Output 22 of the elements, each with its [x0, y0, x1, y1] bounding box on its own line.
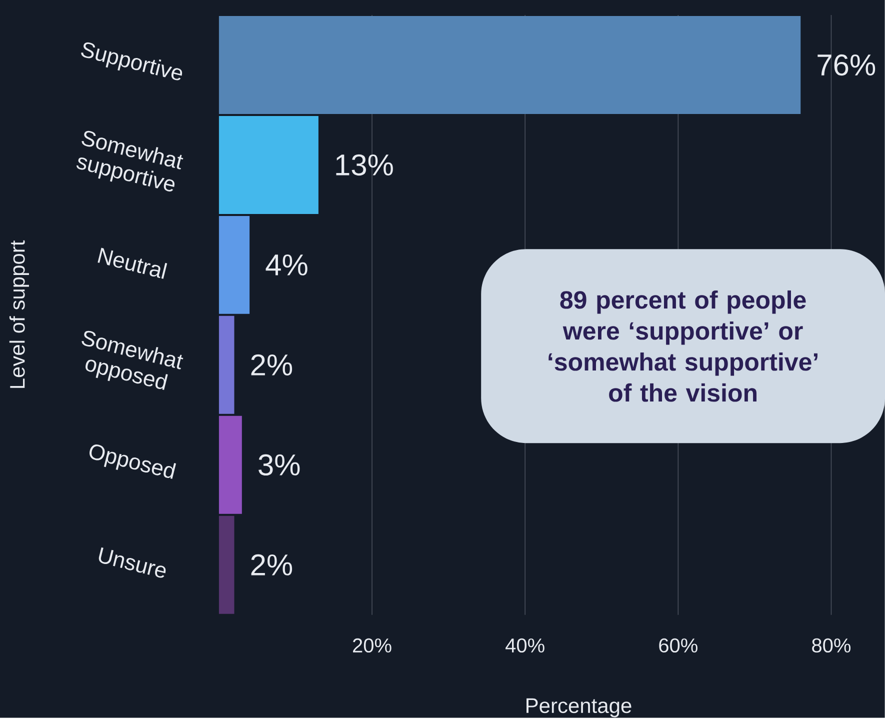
- data-label: 13%: [336, 154, 393, 176]
- bar: [218, 516, 234, 614]
- annotation: 89 percent of people were ‘supportive’ or ‘somewhat supportive’ of the vision: [548, 290, 818, 402]
- x-tick-label: 60%: [659, 638, 698, 653]
- x-axis-title: Percentage: [526, 698, 632, 718]
- data-label: 2%: [251, 354, 292, 376]
- x-tick-label: 20%: [353, 638, 392, 653]
- y-tick-label: Opposed: [90, 444, 176, 480]
- x-tick-label: 80%: [812, 638, 851, 653]
- bar: [218, 16, 801, 114]
- bar: [218, 416, 242, 514]
- bar: [218, 216, 250, 314]
- data-label: 2%: [251, 554, 292, 576]
- y-tick-label: Neutral: [98, 248, 168, 280]
- data-label: 4%: [266, 254, 308, 276]
- data-label: 76%: [818, 54, 876, 76]
- data-label: 3%: [258, 454, 300, 476]
- x-tick-label: 40%: [506, 638, 544, 653]
- y-axis-title: Level of support: [9, 240, 29, 388]
- bar: [218, 116, 318, 214]
- bar: [218, 316, 234, 414]
- y-tick-label: Unsure: [98, 548, 166, 578]
